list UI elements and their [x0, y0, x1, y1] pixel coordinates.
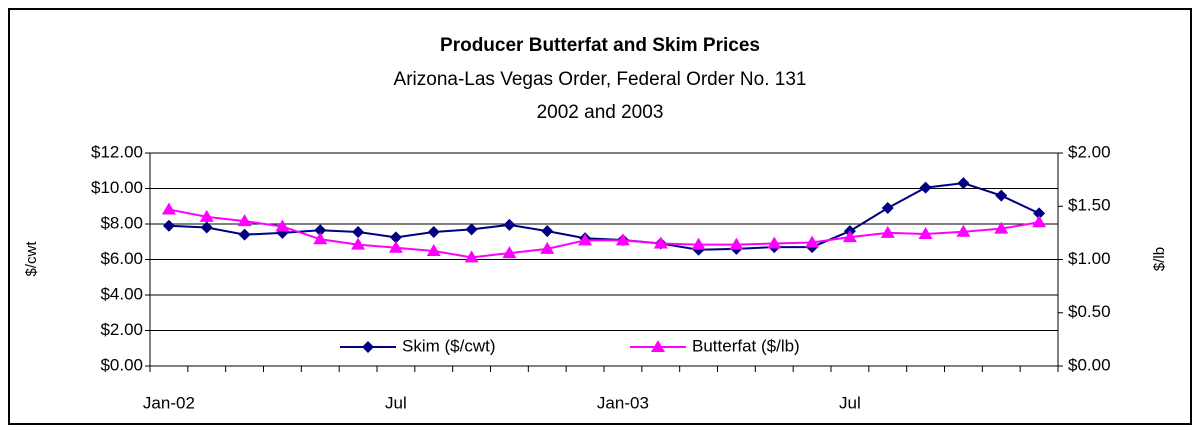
legend-label: Butterfat ($/lb) — [692, 336, 800, 355]
chart-title: Producer Butterfat and Skim Prices — [440, 35, 760, 56]
y-tick-label: $2.00 — [100, 320, 143, 339]
y-tick-label: $6.00 — [100, 249, 143, 268]
x-tick-label: Jan-03 — [597, 393, 649, 412]
y2-tick-label: $0.50 — [1068, 302, 1111, 321]
data-point — [427, 225, 440, 238]
data-point — [1033, 207, 1046, 220]
data-point — [426, 243, 441, 256]
y2-axis-label: $/lb — [1151, 247, 1168, 271]
y-tick-label: $10.00 — [91, 178, 143, 197]
data-point — [503, 218, 516, 231]
x-tick-label: Jan-02 — [143, 393, 195, 412]
data-point — [956, 224, 971, 237]
data-point — [615, 233, 630, 246]
y2-tick-label: $1.50 — [1068, 196, 1111, 215]
y-tick-label: $4.00 — [100, 284, 143, 303]
legend-bg — [626, 336, 866, 358]
data-point — [465, 223, 478, 236]
data-point — [275, 219, 290, 232]
data-point — [767, 236, 782, 249]
y-axis-label: $/cwt — [23, 241, 40, 277]
data-point — [805, 235, 820, 248]
data-point — [351, 237, 366, 250]
y-tick-label: $0.00 — [100, 355, 143, 374]
data-point — [237, 214, 252, 227]
data-point — [957, 177, 970, 190]
y2-tick-label: $2.00 — [1068, 142, 1111, 161]
data-point — [389, 231, 402, 244]
data-point — [313, 232, 328, 245]
data-point — [464, 250, 479, 263]
data-point — [881, 202, 894, 215]
data-point — [842, 230, 857, 243]
data-point — [541, 225, 554, 238]
y-tick-label: $12.00 — [91, 142, 143, 161]
data-point — [199, 209, 214, 222]
y2-tick-label: $0.00 — [1068, 355, 1111, 374]
data-point — [880, 225, 895, 238]
x-tick-label: Jul — [839, 393, 861, 412]
legend-bg — [336, 336, 566, 358]
data-point — [314, 224, 327, 237]
chart-subtitle: 2002 and 2003 — [537, 102, 664, 123]
legend-marker — [362, 341, 374, 353]
data-point — [578, 233, 593, 246]
data-point — [352, 225, 365, 238]
y2-tick-label: $1.00 — [1068, 249, 1111, 268]
series-line — [168, 182, 1040, 251]
data-point — [994, 221, 1009, 234]
data-point — [919, 181, 932, 194]
y-tick-label: $8.00 — [100, 213, 143, 232]
data-point — [502, 246, 517, 259]
data-point — [729, 237, 744, 250]
legend-marker — [651, 340, 665, 352]
data-point — [691, 237, 706, 250]
data-point — [1032, 215, 1047, 228]
data-point — [653, 236, 668, 249]
data-point — [200, 221, 213, 234]
data-point — [995, 189, 1008, 202]
data-point — [161, 202, 176, 215]
data-point — [238, 228, 251, 241]
chart-subtitle: Arizona-Las Vegas Order, Federal Order N… — [394, 69, 807, 90]
data-point — [388, 240, 403, 253]
data-point — [918, 226, 933, 239]
series-line — [168, 208, 1040, 259]
data-point — [162, 219, 175, 232]
data-point — [540, 241, 555, 254]
legend-label: Skim ($/cwt) — [402, 336, 496, 355]
x-tick-label: Jul — [385, 393, 407, 412]
